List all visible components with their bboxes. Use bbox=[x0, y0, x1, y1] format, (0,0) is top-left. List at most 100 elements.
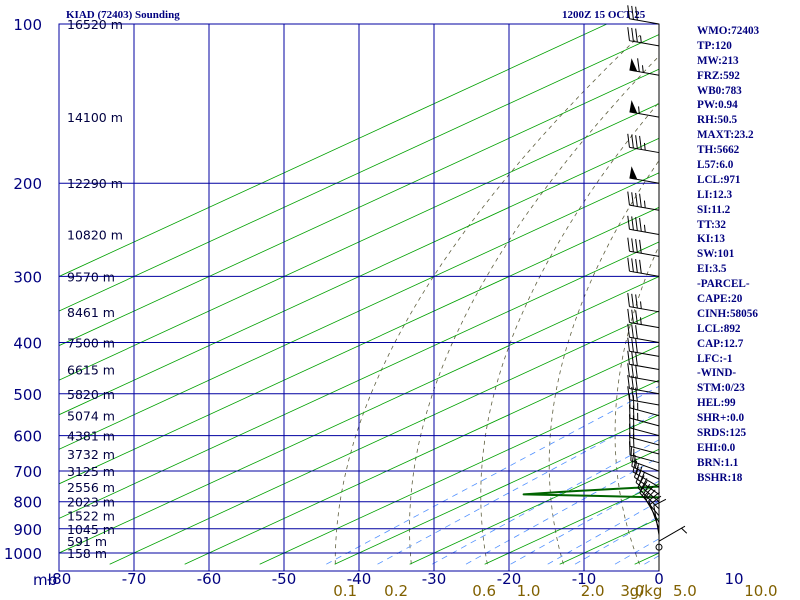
wind-barb bbox=[655, 543, 663, 551]
wind-barb-half bbox=[643, 142, 646, 151]
wind-barb-full bbox=[631, 324, 634, 339]
temperature-tick-label: -50 bbox=[272, 570, 297, 588]
mixing-ratio-label: 5.0 bbox=[673, 582, 697, 600]
height-label: 7500 m bbox=[67, 335, 115, 350]
wind-barb bbox=[658, 525, 688, 542]
wind-barb bbox=[627, 237, 660, 257]
height-label: 8461 m bbox=[67, 305, 115, 320]
wind-barb-staff bbox=[635, 482, 660, 503]
height-label: 158 m bbox=[67, 546, 107, 561]
wind-barb-full bbox=[635, 217, 638, 231]
wind-barb-full bbox=[631, 238, 634, 252]
sounding-index-item: HEL:99 bbox=[697, 397, 736, 410]
wind-barb-full bbox=[627, 386, 630, 400]
wind-barb-full bbox=[631, 216, 634, 231]
sounding-index-item: LCL:971 bbox=[697, 173, 741, 186]
wind-barb-full bbox=[639, 259, 642, 274]
wind-barb-staff bbox=[629, 350, 660, 357]
wind-barb bbox=[627, 350, 660, 371]
dry-adiabat bbox=[480, 101, 659, 565]
wind-barb-staff bbox=[629, 250, 660, 257]
wind-barb-half bbox=[635, 466, 639, 475]
height-label: 591 m bbox=[67, 534, 107, 549]
pressure-tick-label: 600 bbox=[13, 428, 42, 446]
sounding-index-item: SI:11.2 bbox=[697, 203, 731, 216]
wind-barb-staff bbox=[629, 69, 660, 76]
wind-barb-half bbox=[644, 492, 650, 500]
wind-barb bbox=[627, 27, 660, 47]
wind-barb-full bbox=[631, 452, 635, 467]
wind-barb-full bbox=[631, 5, 634, 20]
height-label: 6615 m bbox=[67, 363, 115, 378]
temperature-tick-label: -30 bbox=[422, 570, 447, 588]
mixing-ratio-label: 3.0 bbox=[620, 582, 644, 600]
mixing-ratio-label: 0.6 bbox=[472, 582, 496, 600]
dry-adiabat bbox=[334, 34, 641, 565]
wind-barb-staff bbox=[634, 476, 660, 495]
wind-barb-full bbox=[631, 309, 634, 324]
sounding-index-item: CAPE:20 bbox=[697, 293, 743, 306]
mixing-ratio-label: 10.0 bbox=[744, 582, 777, 600]
sounding-index-item: SW:101 bbox=[697, 248, 735, 261]
wind-barb-full bbox=[632, 458, 637, 473]
temperature-tick-label: -20 bbox=[497, 570, 522, 588]
y-axis-unit-label: mb bbox=[33, 571, 57, 589]
wind-barb-full bbox=[627, 5, 630, 19]
wind-barb-full bbox=[631, 134, 634, 149]
wind-barb-staff bbox=[629, 111, 660, 118]
sounding-index-item: KI:13 bbox=[697, 233, 725, 246]
wind-barb-staff bbox=[629, 388, 660, 395]
wind-barb-full bbox=[627, 374, 630, 389]
pressure-tick-label: 400 bbox=[13, 334, 42, 352]
wind-barb bbox=[627, 133, 660, 154]
mixing-ratio-line bbox=[432, 439, 659, 565]
wind-barb-full bbox=[635, 6, 638, 21]
wind-barb-full bbox=[653, 498, 667, 506]
wind-barb-full bbox=[631, 192, 634, 206]
wind-barb bbox=[627, 5, 660, 25]
wind-barb-flag bbox=[629, 166, 638, 180]
wind-barb-calm bbox=[655, 543, 663, 551]
sounding-index-item: LCL:892 bbox=[697, 322, 741, 335]
isotherm-line bbox=[409, 448, 659, 565]
sounding-index-item: MW:213 bbox=[697, 54, 739, 67]
mixing-ratio-line bbox=[377, 411, 659, 565]
wind-barb bbox=[627, 323, 660, 343]
wind-barb-full bbox=[635, 325, 638, 339]
sounding-index-item: WB0:783 bbox=[697, 84, 742, 97]
wind-barb-staff bbox=[629, 445, 660, 455]
wind-barb-half bbox=[634, 460, 638, 469]
temperature-tick-label: -80 bbox=[47, 570, 72, 588]
sounding-index-item: STM:0/23 bbox=[697, 382, 745, 395]
wind-barb-full bbox=[639, 239, 642, 254]
pressure-tick-label: 500 bbox=[13, 386, 42, 404]
wind-barb-half bbox=[643, 200, 646, 208]
wind-barb-full bbox=[627, 133, 630, 148]
mixing-ratio-line bbox=[326, 385, 659, 565]
temperature-tick-label: 0 bbox=[654, 570, 664, 588]
sounding-index-item: BSHR:18 bbox=[697, 471, 743, 484]
wind-barb-staff bbox=[629, 177, 660, 184]
wind-barb bbox=[627, 191, 660, 211]
sounding-index-item: BRN:1.1 bbox=[697, 456, 739, 469]
height-label: 2023 m bbox=[67, 495, 115, 510]
pressure-tick-label: 900 bbox=[13, 521, 42, 539]
wind-barb bbox=[629, 166, 660, 184]
wind-barb-full bbox=[627, 191, 630, 206]
height-label: 16520 m bbox=[67, 17, 123, 32]
wind-barb-staff bbox=[658, 525, 686, 542]
height-label: 1522 m bbox=[67, 509, 115, 524]
height-label: 1045 m bbox=[67, 522, 115, 537]
pressure-tick-label: 100 bbox=[13, 16, 42, 34]
sounding-index-item: CAP:12.7 bbox=[697, 337, 744, 350]
wind-barb-full bbox=[627, 293, 630, 307]
wind-barb-full bbox=[635, 259, 638, 273]
wind-barb-staff bbox=[629, 321, 660, 329]
temperature-tick-label: -10 bbox=[572, 570, 597, 588]
wind-barb-half bbox=[638, 106, 640, 114]
wind-barb-staff bbox=[630, 460, 660, 472]
isotherm-line bbox=[59, 241, 659, 519]
chart-title-time: 1200Z 15 OCT 25 bbox=[562, 9, 646, 21]
wind-barb-staff bbox=[639, 492, 660, 516]
wind-barb-full bbox=[627, 323, 630, 338]
